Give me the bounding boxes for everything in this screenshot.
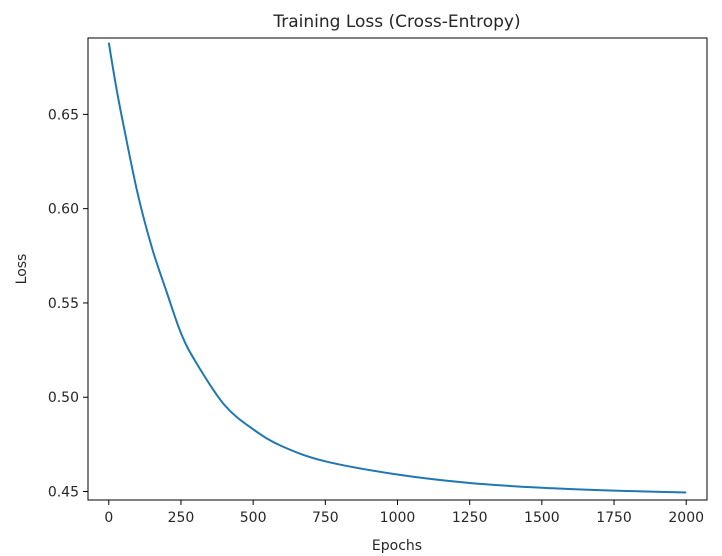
x-tick-label: 1750 <box>596 510 632 526</box>
chart-title: Training Loss (Cross-Entropy) <box>272 12 520 32</box>
axes-frame <box>87 37 708 501</box>
plot-area <box>107 42 687 494</box>
y-tick-label: 0.60 <box>48 202 79 218</box>
loss-series-line <box>107 42 687 494</box>
x-tick-label: 1000 <box>380 510 416 526</box>
x-axis-ticks: 0 250 500 750 1000 1250 1500 1750 2000 <box>104 500 704 526</box>
x-tick-label: 750 <box>312 510 339 526</box>
y-tick-label: 0.45 <box>48 485 79 501</box>
x-tick-label: 0 <box>104 510 113 526</box>
x-tick-label: 1250 <box>452 510 488 526</box>
y-tick-label: 0.50 <box>48 390 79 406</box>
x-tick-label: 250 <box>168 510 195 526</box>
x-axis-label: Epochs <box>372 538 422 554</box>
x-tick-label: 500 <box>240 510 267 526</box>
x-tick-label: 1500 <box>524 510 560 526</box>
y-axis-label: Loss <box>14 254 30 285</box>
y-tick-label: 0.55 <box>48 296 79 312</box>
x-tick-label: 2000 <box>668 510 704 526</box>
y-axis-ticks: 0.45 0.50 0.55 0.60 0.65 <box>48 107 88 501</box>
y-tick-label: 0.65 <box>48 107 79 123</box>
